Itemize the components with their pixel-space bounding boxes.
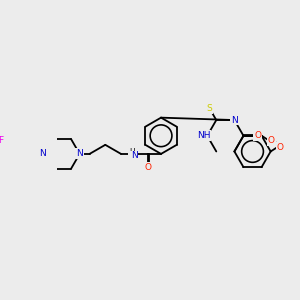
Text: N: N	[40, 149, 46, 158]
Text: H: H	[129, 148, 135, 157]
Text: NH: NH	[197, 131, 211, 140]
Text: O: O	[144, 163, 152, 172]
Text: O: O	[268, 136, 275, 145]
Text: F: F	[0, 136, 4, 145]
Text: O: O	[277, 142, 284, 152]
Text: N: N	[231, 116, 238, 124]
Text: S: S	[206, 104, 212, 113]
Text: O: O	[254, 131, 261, 140]
Text: N: N	[76, 149, 83, 158]
Text: N: N	[131, 152, 137, 160]
